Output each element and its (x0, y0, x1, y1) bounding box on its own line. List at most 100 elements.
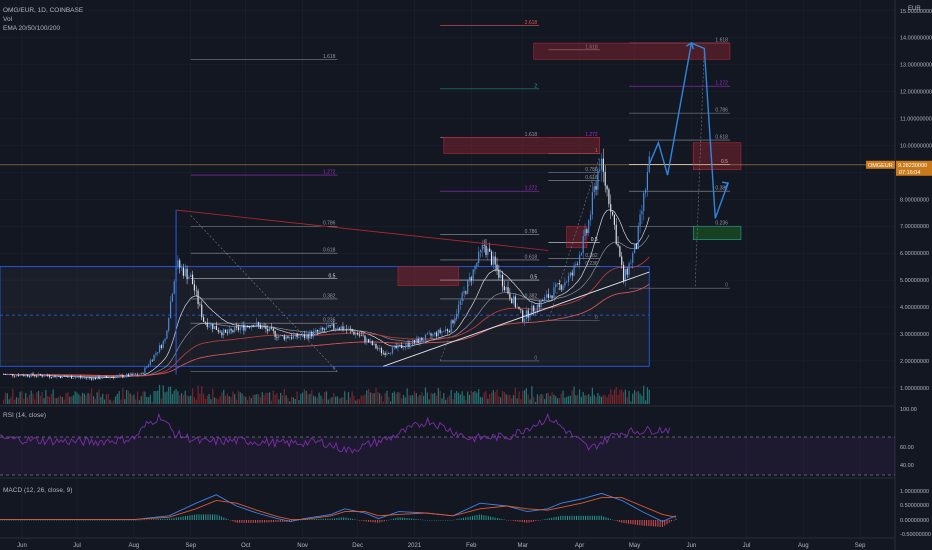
candle-body (474, 266, 476, 270)
macd-histogram-bar (417, 519, 419, 520)
macd-histogram-bar (501, 518, 503, 520)
macd-histogram-bar (279, 520, 281, 522)
candle-body (100, 378, 102, 380)
price-pane[interactable]: 1.618 1.272 0.786 0.618 0.5 0.382 0.236 0 2.618 2… (0, 20, 742, 404)
macd-histogram-bar (62, 520, 64, 521)
candle-body (520, 309, 522, 311)
macd-histogram-bar (119, 520, 121, 521)
last-price-tag: OMGEUR 9.28230000 07:16:04 (0, 160, 932, 176)
macd-histogram-bar (338, 517, 340, 520)
macd-histogram-bar (453, 519, 455, 521)
volume-bar (81, 392, 84, 404)
macd-histogram-bar (388, 519, 390, 521)
descending-trendline (176, 209, 549, 251)
volume-bar (467, 391, 469, 404)
volume-bar (85, 395, 87, 404)
volume-bar (540, 394, 542, 404)
volume-bar (382, 401, 384, 404)
volume-bar (169, 386, 172, 404)
macd-histogram-bar (137, 519, 139, 521)
volume-bar (556, 398, 559, 404)
volume-bar (457, 392, 460, 404)
macd-histogram-bar (327, 518, 329, 520)
candle-body (490, 251, 493, 265)
candle-body (296, 333, 298, 338)
candle-body (432, 334, 434, 336)
candle-body (305, 334, 307, 338)
macd-pane[interactable]: MACD (12, 26, close, 9) 1.00000000 0.500… (0, 487, 931, 538)
volume-bar (632, 393, 634, 404)
macd-histogram-bar (447, 520, 449, 521)
volume-bar (311, 390, 313, 404)
macd-histogram-bar (372, 520, 374, 523)
macd-histogram-bar (153, 519, 155, 520)
volume-bar (567, 396, 570, 404)
volume-bar (100, 396, 102, 404)
volume-bar (558, 397, 560, 404)
time-axis[interactable]: Jun Jul Aug Sep Oct Nov Dec 2021 Feb Mar Apr May Jun… (17, 543, 866, 549)
volume-bar (217, 399, 219, 404)
volume-bar (83, 393, 85, 404)
macd-histogram-bar (474, 515, 476, 520)
candle-body (632, 253, 634, 263)
macd-histogram-bar (221, 516, 223, 520)
macd-histogram-bar (435, 520, 437, 521)
candle-body (536, 304, 538, 312)
candle-body (628, 263, 630, 275)
macd-histogram-bar (123, 520, 125, 521)
volume-bar (593, 394, 595, 404)
macd-histogram-bar (13, 520, 15, 521)
volume-bar (32, 393, 34, 404)
candle-body (153, 354, 155, 361)
macd-histogram-bar (74, 520, 76, 521)
volume-bar (443, 393, 445, 404)
macd-histogram-bar (368, 520, 370, 522)
volume-bar (591, 387, 593, 404)
volume-bar (114, 396, 117, 404)
volume-bar (586, 395, 588, 404)
rsi-pane[interactable]: RSI (14, close) 100.00 60.00 40.00 (0, 407, 917, 476)
macd-histogram-bar (492, 517, 494, 520)
volume-bar (617, 394, 619, 404)
macd-histogram-bar (415, 518, 417, 520)
candle-body (232, 330, 234, 332)
candle-body (483, 245, 485, 246)
volume-bar (72, 395, 74, 404)
candle-body (523, 319, 526, 322)
macd-histogram-bar (485, 515, 487, 520)
supply-zone (566, 225, 588, 249)
candle-body (248, 326, 251, 328)
volume-bar (520, 399, 522, 404)
volume-bar (151, 401, 153, 404)
volume-bar (256, 394, 258, 404)
macd-histogram-bar (212, 514, 214, 520)
candle-body (213, 326, 216, 330)
candle-body (65, 376, 67, 377)
volume-bar (388, 396, 390, 404)
macd-histogram-bar (80, 520, 82, 521)
candle-body (91, 378, 93, 380)
macd-histogram-bar (542, 519, 544, 521)
volume-bar (70, 396, 73, 404)
volume-bar (492, 390, 494, 404)
candle-body (191, 274, 194, 285)
macd-histogram-bar (114, 520, 116, 521)
candle-body (180, 267, 183, 269)
macd-histogram-bar (180, 516, 182, 520)
candle-body (318, 330, 320, 332)
candle-body (500, 274, 502, 278)
macd-histogram-bar (512, 520, 514, 521)
candle-body (179, 260, 181, 268)
macd-histogram-bar (462, 517, 464, 520)
candle-body (358, 334, 361, 336)
volume-bar (285, 395, 287, 404)
volume-bar (265, 392, 267, 404)
candle-body (595, 186, 597, 190)
candle-body (540, 300, 542, 308)
volume-bar (228, 396, 230, 404)
price-axis[interactable]: EUR 15.00000000 14.00000000 13.00000000 12.… (900, 6, 932, 392)
macd-histogram-bar (623, 520, 625, 524)
candle-body (197, 290, 199, 305)
volume-bar (428, 399, 430, 404)
